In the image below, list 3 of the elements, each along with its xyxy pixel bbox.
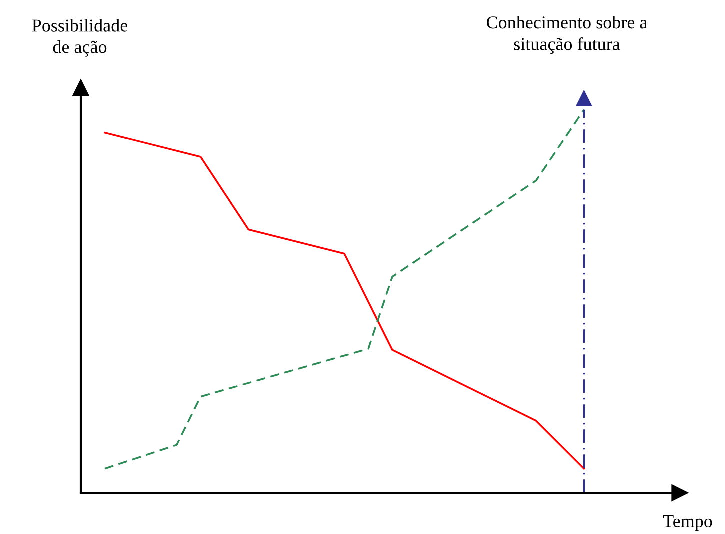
x-axis-title: Tempo bbox=[663, 516, 712, 532]
y-axis-title: Possibilidade de ação bbox=[32, 19, 128, 57]
text: Conhecimento sobre a situação futura bbox=[487, 16, 648, 54]
